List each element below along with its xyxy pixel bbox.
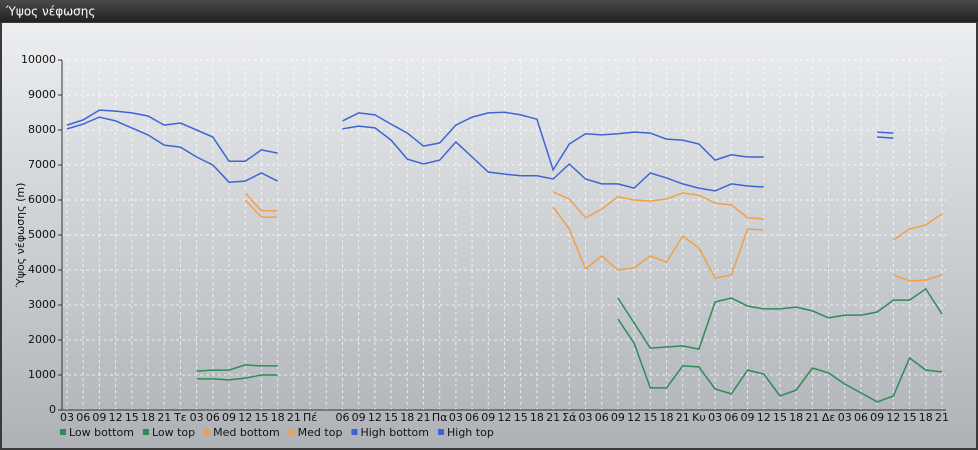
x-tick-label: 03 (449, 411, 463, 424)
legend-swatch (438, 429, 444, 435)
x-tick-label: 21 (935, 411, 949, 424)
x-tick-label: 18 (530, 411, 544, 424)
y-tick-label: 0 (49, 403, 56, 416)
plot: 03 06 09 12 15 18 21 Τε 03 06 09 12 15 18 21 Πέ 06 09 12 15… (21, 53, 949, 439)
y-tick-label: 9000 (28, 88, 56, 101)
x-tick-label: 06 (335, 411, 349, 424)
legend-swatch (204, 429, 211, 435)
x-tick-label: Πα (432, 411, 448, 424)
x-tick-label: 03 (838, 411, 852, 424)
x-tick-label: 15 (773, 411, 787, 424)
x-tick-label: 06 (724, 411, 738, 424)
y-tick-label: 1000 (28, 368, 56, 381)
legend-label: Low bottom (69, 426, 134, 439)
x-tick-label: 18 (400, 411, 414, 424)
y-tick-label: 7000 (28, 158, 56, 171)
x-tick-label: 18 (660, 411, 674, 424)
y-tick-label: 8000 (28, 123, 56, 136)
x-tick-label: Πέ (303, 411, 317, 424)
y-tick-label: 6000 (28, 193, 56, 206)
series-line (244, 199, 943, 282)
x-tick-label: 09 (222, 411, 236, 424)
x-tick-label: 15 (514, 411, 528, 424)
x-tick-label: 12 (238, 411, 252, 424)
y-axis-label: Ύψος νέφωσης (m) (14, 183, 27, 289)
y-tick-label: 5000 (28, 228, 56, 241)
x-tick-label: Κυ (692, 411, 706, 424)
x-tick-label: 12 (109, 411, 123, 424)
x-tick-label: 15 (384, 411, 398, 424)
x-tick-label: 12 (498, 411, 512, 424)
x-tick-label: 15 (254, 411, 268, 424)
x-tick-label: 21 (546, 411, 560, 424)
x-tick-label: 21 (416, 411, 430, 424)
x-tick-label: 15 (125, 411, 139, 424)
legend-swatch (351, 429, 358, 435)
series-line (66, 109, 894, 172)
legend-label: Low top (152, 426, 195, 439)
legend-swatch (60, 429, 66, 435)
x-tick-label: 03 (579, 411, 593, 424)
y-tick-label: 2000 (28, 333, 56, 346)
x-tick-label: 12 (886, 411, 900, 424)
x-tick-label: 18 (141, 411, 155, 424)
y-tick-label: 10000 (21, 53, 56, 66)
x-tick-label: 06 (465, 411, 479, 424)
x-tick-label: 06 (206, 411, 220, 424)
x-tick-label: 15 (903, 411, 917, 424)
x-tick-label: 18 (271, 411, 285, 424)
legend-label: Med bottom (213, 426, 280, 439)
x-tick-label: Τε (173, 411, 187, 424)
x-tick-label: 21 (287, 411, 301, 424)
x-tick-label: 03 (190, 411, 204, 424)
series-line (244, 191, 943, 241)
y-tick-label: 3000 (28, 298, 56, 311)
x-tick-label: 09 (741, 411, 755, 424)
x-tick-label: 09 (611, 411, 625, 424)
x-tick-label: 09 (92, 411, 106, 424)
x-tick-label: 09 (481, 411, 495, 424)
series-line (66, 116, 894, 192)
legend-swatch (288, 429, 295, 435)
legend-swatch (142, 429, 149, 435)
legend-label: High bottom (360, 426, 429, 439)
x-tick-label: 21 (157, 411, 171, 424)
x-tick-label: 15 (643, 411, 657, 424)
x-tick-label: Δε (822, 411, 836, 424)
series-line (196, 318, 943, 403)
legend-label: Med top (298, 426, 343, 439)
x-tick-label: 21 (676, 411, 690, 424)
x-tick-label: 06 (854, 411, 868, 424)
x-tick-label: 06 (595, 411, 609, 424)
legend-label: High top (447, 426, 494, 439)
x-tick-label: 12 (757, 411, 771, 424)
x-tick-label: 06 (76, 411, 90, 424)
x-tick-label: 03 (60, 411, 74, 424)
widget-title: Ύψος νέφωσης (5, 5, 95, 19)
x-tick-label: 09 (352, 411, 366, 424)
title-bar (0, 0, 978, 22)
x-tick-label: 12 (627, 411, 641, 424)
x-tick-label: Σά (562, 411, 576, 424)
x-tick-label: 21 (805, 411, 819, 424)
y-tick-label: 4000 (28, 263, 56, 276)
x-tick-label: 18 (919, 411, 933, 424)
series-line (196, 287, 943, 372)
x-tick-label: 09 (870, 411, 884, 424)
x-tick-label: 03 (708, 411, 722, 424)
x-tick-label: 18 (789, 411, 803, 424)
x-tick-label: 12 (368, 411, 382, 424)
